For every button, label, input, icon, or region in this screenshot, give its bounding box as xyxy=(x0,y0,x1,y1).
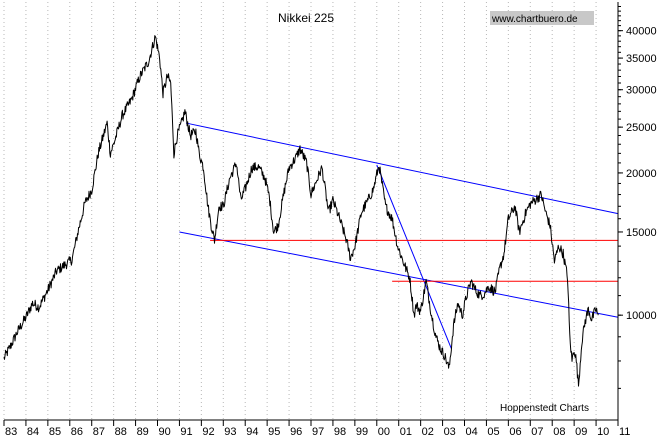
x-tick-label: 98 xyxy=(334,426,346,438)
x-tick-label: 10 xyxy=(597,426,609,438)
x-tick-label: 94 xyxy=(246,426,258,438)
upper-channel-line xyxy=(185,122,619,215)
x-tick-label: 84 xyxy=(27,426,39,438)
x-tick-label: 02 xyxy=(422,426,434,438)
series xyxy=(3,35,599,387)
x-tick-label: 85 xyxy=(49,426,61,438)
x-tick-label: 99 xyxy=(356,426,368,438)
trendlines xyxy=(179,122,619,349)
x-tick-label: 08 xyxy=(553,426,565,438)
y-tick-label: 40000 xyxy=(626,26,657,38)
x-tick-label: 92 xyxy=(202,426,214,438)
source-note: Hoppenstedt Charts xyxy=(500,403,589,414)
x-tick-label: 96 xyxy=(290,426,302,438)
x-axis-ticks: 83 84 85 86 87 88 89 90 91 92 93 94 95 96 97 98 99 00 01 02… xyxy=(3,420,630,438)
decline-trend-line xyxy=(376,164,452,349)
watermark-box xyxy=(490,11,594,25)
x-tick-label: 01 xyxy=(400,426,412,438)
x-tick-label: 95 xyxy=(268,426,280,438)
x-tick-label: 03 xyxy=(444,426,456,438)
x-tick-label: 09 xyxy=(575,426,587,438)
y-tick-label: 25000 xyxy=(626,122,657,134)
x-tick-label: 93 xyxy=(224,426,236,438)
watermark-text: www.chartbuero.de xyxy=(491,14,578,25)
chart-title: Nikkei 225 xyxy=(278,11,334,25)
x-tick-label: 83 xyxy=(5,426,17,438)
series-line-nikkei xyxy=(3,35,599,387)
x-tick-label: 04 xyxy=(466,426,478,438)
y-tick-label: 15000 xyxy=(626,227,657,239)
lower-channel-line xyxy=(179,231,619,318)
y-tick-label: 20000 xyxy=(626,168,657,180)
y-tick-label: 35000 xyxy=(626,53,657,65)
x-tick-label: 89 xyxy=(137,426,149,438)
x-tick-label: 88 xyxy=(115,426,127,438)
x-tick-label: 91 xyxy=(180,426,192,438)
x-tick-label: 86 xyxy=(71,426,83,438)
x-tick-label: 00 xyxy=(378,426,390,438)
x-tick-label: 11 xyxy=(619,426,630,438)
y-axis-ticks: 40000 35000 30000 25000 20000 15000 10000 xyxy=(618,6,657,389)
x-tick-label: 06 xyxy=(509,426,521,438)
x-tick-label: 97 xyxy=(312,426,324,438)
x-tick-label: 07 xyxy=(531,426,543,438)
y-tick-label: 30000 xyxy=(626,85,657,97)
x-tick-label: 87 xyxy=(93,426,105,438)
x-tick-label: 90 xyxy=(159,426,171,438)
y-tick-label: 10000 xyxy=(626,310,657,322)
x-tick-label: 05 xyxy=(487,426,499,438)
grid xyxy=(3,2,619,420)
